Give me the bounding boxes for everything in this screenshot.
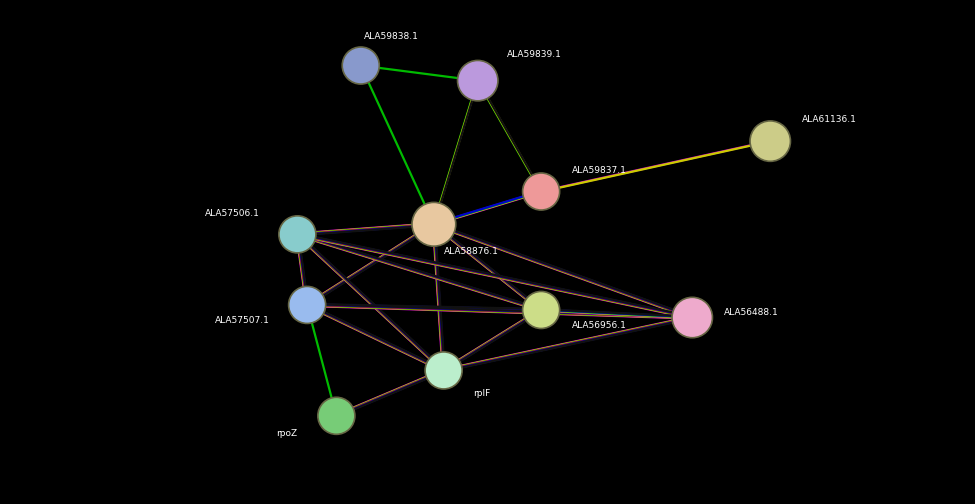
Text: ALA56488.1: ALA56488.1: [723, 308, 778, 317]
Text: ALA59837.1: ALA59837.1: [572, 166, 627, 175]
Ellipse shape: [412, 203, 455, 246]
Text: ALA59838.1: ALA59838.1: [364, 32, 418, 41]
Ellipse shape: [457, 60, 498, 101]
Text: ALA57507.1: ALA57507.1: [214, 316, 269, 325]
Text: ALA61136.1: ALA61136.1: [801, 115, 856, 124]
Text: rplF: rplF: [473, 389, 490, 398]
Text: ALA56956.1: ALA56956.1: [572, 321, 627, 330]
Ellipse shape: [342, 47, 379, 84]
Ellipse shape: [425, 352, 462, 389]
Text: rpoZ: rpoZ: [276, 429, 297, 438]
Ellipse shape: [523, 291, 560, 329]
Ellipse shape: [750, 121, 791, 161]
Text: ALA57506.1: ALA57506.1: [205, 209, 259, 218]
Text: ALA59839.1: ALA59839.1: [507, 50, 562, 59]
Ellipse shape: [279, 216, 316, 253]
Ellipse shape: [523, 173, 560, 210]
Ellipse shape: [289, 286, 326, 324]
Ellipse shape: [672, 297, 713, 338]
Text: ALA58876.1: ALA58876.1: [444, 247, 498, 257]
Ellipse shape: [318, 397, 355, 434]
